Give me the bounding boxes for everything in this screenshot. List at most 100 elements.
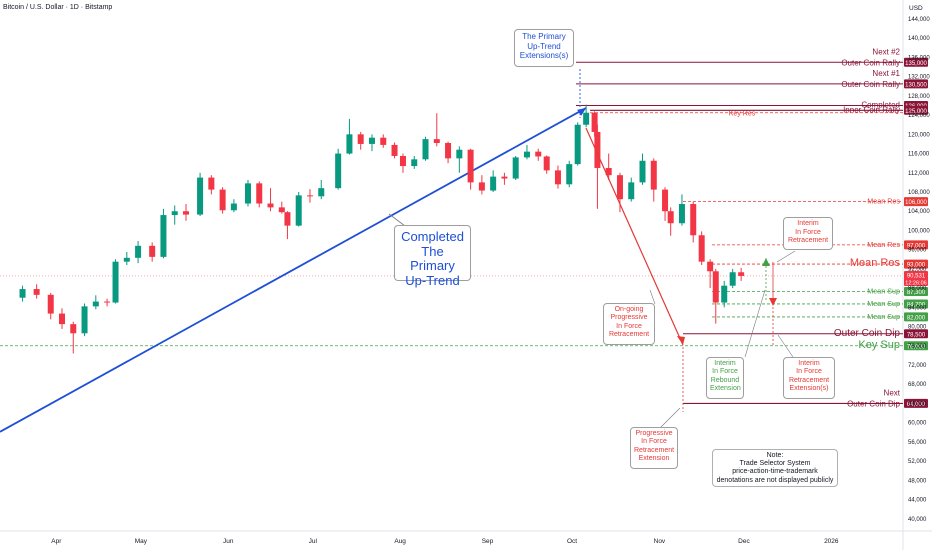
price-tag-text: 78,500 <box>907 332 926 338</box>
price-tag-text: 135,000 <box>905 61 927 67</box>
candle-body <box>244 183 251 204</box>
price-tag <box>904 197 928 207</box>
level-label: Mean Sup <box>867 286 900 295</box>
retracement-arrow-line <box>585 127 684 346</box>
price-tag <box>904 329 928 339</box>
price-tag <box>904 286 928 296</box>
candle-body <box>267 203 274 208</box>
candle-body <box>160 215 167 257</box>
candle-body <box>554 170 561 185</box>
price-tag <box>904 299 928 309</box>
y-tick-label: 52,000 <box>908 459 927 465</box>
candle-body <box>667 211 674 224</box>
y-tick-label: 56,000 <box>908 440 927 446</box>
level-label: Outer Coin Dip <box>847 399 900 408</box>
price-tag-text: 84,700 <box>907 302 926 308</box>
candle-body <box>104 301 111 303</box>
annotation-interim-retracement-ext: Interim In Force Retracement Extension(s… <box>783 357 835 399</box>
callout-connector <box>649 289 656 305</box>
level-label: Mean Res <box>850 257 901 269</box>
level-label: Next #2 <box>872 47 900 56</box>
x-tick-label: Aug <box>394 538 406 545</box>
y-tick-label: 144,000 <box>908 17 930 23</box>
x-axis[interactable]: Apr May Jun Jul Aug Sep Oct Nov Dec 2026 <box>51 538 839 545</box>
trendline-arrowhead <box>577 107 587 116</box>
x-tick-label: Oct <box>567 538 577 545</box>
price-tag <box>904 57 928 67</box>
x-tick-label: Apr <box>51 538 62 545</box>
price-tag <box>904 105 928 115</box>
trendline-group <box>0 107 587 433</box>
callout-connector <box>776 250 796 263</box>
y-tick-label: 136,000 <box>908 55 930 61</box>
y-tick-label: 124,000 <box>908 113 930 119</box>
y-tick-label: 44,000 <box>908 498 927 504</box>
y-tick-label: 84,000 <box>908 305 927 311</box>
candle-body <box>445 142 452 159</box>
price-tag-text: 64,000 <box>907 402 926 408</box>
level-label: Mean Sup <box>867 299 900 308</box>
candle-body <box>256 183 263 204</box>
candle-body <box>456 149 463 159</box>
y-tick-label: 128,000 <box>908 94 930 100</box>
level-label: Outer Coin Rally <box>841 58 900 67</box>
y-axis[interactable]: 144,000 140,000 136,000 132,000 128,000 124,0… <box>908 17 930 523</box>
candle-body <box>171 211 178 216</box>
annotation-interim-rebound: Interim In Force Rebound Extension <box>706 357 744 399</box>
y-tick-label: 80,000 <box>908 325 927 331</box>
level-label: Completed <box>861 101 900 110</box>
candle-body <box>583 112 590 125</box>
candle-body <box>19 289 26 298</box>
candle-body <box>639 160 646 183</box>
level-labels: Next #2 Outer Coin Rally 135,000 Next #1 Out… <box>729 47 928 408</box>
candle-body <box>594 131 601 168</box>
y-tick-label: 40,000 <box>908 517 927 523</box>
candle-body <box>47 294 54 314</box>
current-price-countdown: 12:26:06 <box>905 280 926 286</box>
candle-body <box>399 155 406 167</box>
candle-body <box>335 153 342 189</box>
level-label: Outer Coin Dip <box>834 328 901 339</box>
candle-body <box>219 189 226 211</box>
candle-body <box>467 149 474 183</box>
price-tag <box>904 79 928 89</box>
price-tag-text: 93,000 <box>907 263 926 269</box>
candle-body <box>605 167 612 176</box>
candle-body <box>70 324 77 334</box>
y-tick-label: 68,000 <box>908 382 927 388</box>
y-tick-label: 60,000 <box>908 421 927 427</box>
retracement-arrowhead <box>677 336 685 345</box>
candle-body <box>112 261 119 303</box>
candle-body <box>278 207 285 213</box>
candle-body <box>380 137 387 145</box>
candle-body <box>535 151 542 157</box>
candle-body <box>512 157 519 179</box>
level-label: Inner Coin Rally <box>843 105 900 114</box>
candle-body <box>33 289 40 295</box>
x-tick-label: Dec <box>738 538 750 545</box>
candle-body <box>92 301 99 307</box>
candle-body <box>721 285 728 303</box>
candle-body <box>58 313 65 325</box>
y-tick-label: 72,000 <box>908 363 927 369</box>
level-label: Mean Res <box>867 197 900 206</box>
candle-body <box>678 204 685 224</box>
candle-body <box>574 124 581 165</box>
candle-body <box>422 139 429 160</box>
current-price-tag <box>904 270 928 286</box>
y-tick-label: 76,000 <box>908 344 927 350</box>
candle-body <box>523 151 530 158</box>
x-tick-label: Jul <box>309 538 318 545</box>
candle-body <box>690 204 697 236</box>
callout-connector <box>744 289 766 358</box>
price-tag-text: 106,000 <box>905 200 927 206</box>
price-tag-text: 87,300 <box>907 290 926 296</box>
callout-connector <box>777 334 794 358</box>
y-tick-label: 140,000 <box>908 36 930 42</box>
x-tick-label: May <box>135 538 148 545</box>
price-tag-text: 125,000 <box>905 109 927 115</box>
candle-body <box>729 272 736 286</box>
x-tick-label: 2026 <box>824 538 839 545</box>
candle-body <box>135 245 142 258</box>
